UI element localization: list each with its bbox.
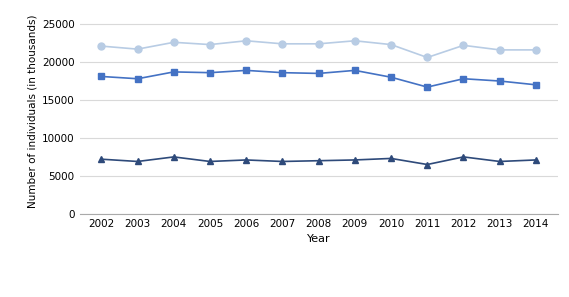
Line: Alcohol: Alcohol <box>98 67 539 91</box>
Alcohol <box>496 79 503 83</box>
Illicit drugs or alcohol <box>533 48 539 52</box>
Alcohol <box>424 85 431 89</box>
Alcohol <box>460 77 467 80</box>
Illicit drugs <box>134 160 141 163</box>
Alcohol <box>207 71 213 75</box>
Illicit drugs <box>279 160 286 163</box>
Y-axis label: Number of individuals (in thousands): Number of individuals (in thousands) <box>28 15 38 208</box>
Alcohol <box>98 75 105 78</box>
Line: Illicit drugs or alcohol: Illicit drugs or alcohol <box>98 37 539 61</box>
Alcohol <box>279 71 286 75</box>
Illicit drugs <box>243 158 250 162</box>
Illicit drugs or alcohol <box>460 44 467 47</box>
Illicit drugs or alcohol <box>387 43 394 46</box>
Illicit drugs <box>315 159 322 162</box>
Illicit drugs or alcohol <box>98 44 105 48</box>
Illicit drugs <box>387 157 394 160</box>
Alcohol <box>387 75 394 79</box>
Illicit drugs or alcohol <box>352 39 358 42</box>
Alcohol <box>533 83 539 87</box>
Alcohol <box>315 72 322 75</box>
Illicit drugs <box>207 160 213 163</box>
Alcohol <box>134 77 141 80</box>
Illicit drugs or alcohol <box>315 42 322 46</box>
Illicit drugs or alcohol <box>424 56 431 59</box>
Illicit drugs or alcohol <box>170 40 177 44</box>
Illicit drugs <box>424 163 431 166</box>
Illicit drugs <box>533 158 539 162</box>
Illicit drugs or alcohol <box>496 48 503 52</box>
Illicit drugs or alcohol <box>207 43 213 46</box>
X-axis label: Year: Year <box>307 234 331 244</box>
Alcohol <box>243 69 250 72</box>
Line: Illicit drugs: Illicit drugs <box>98 154 539 168</box>
Illicit drugs or alcohol <box>134 47 141 51</box>
Illicit drugs <box>496 160 503 163</box>
Alcohol <box>352 69 358 72</box>
Illicit drugs <box>170 155 177 159</box>
Illicit drugs <box>352 158 358 162</box>
Alcohol <box>170 70 177 74</box>
Illicit drugs or alcohol <box>243 39 250 42</box>
Illicit drugs or alcohol <box>279 42 286 46</box>
Illicit drugs <box>98 157 105 161</box>
Illicit drugs <box>460 155 467 159</box>
